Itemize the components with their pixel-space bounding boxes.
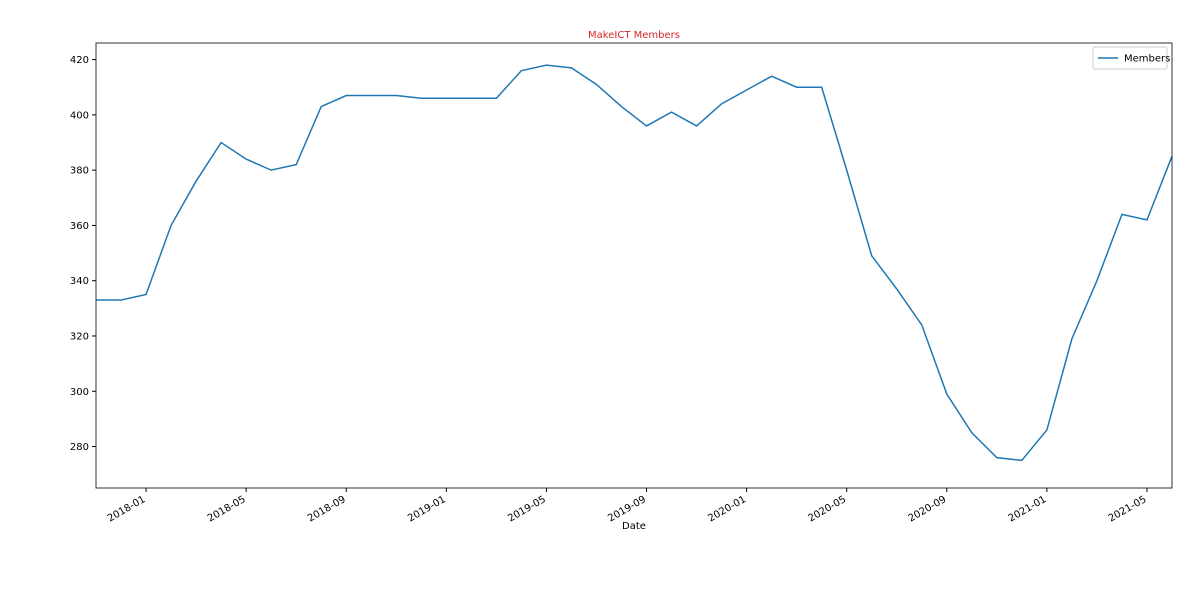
y-tick-label: 300 [70, 387, 89, 398]
x-tick-label: 2020-09 [907, 494, 949, 524]
data-line [96, 64, 1173, 462]
legend-box [1092, 46, 1168, 70]
y-tick-label: 400 [70, 110, 89, 121]
x-tick-label: 2019-05 [506, 494, 548, 524]
x-axis-label: Date [622, 521, 646, 532]
x-tick-label: 2018-05 [206, 494, 248, 524]
y-tick-label: 380 [70, 166, 89, 177]
y-tick-label: 280 [70, 442, 89, 453]
x-tick-label: 2019-01 [406, 494, 448, 524]
y-tick-label: 320 [70, 331, 89, 342]
x-tick-label: 2021-01 [1007, 494, 1049, 524]
x-tick-label: 2020-05 [807, 494, 849, 524]
x-tick-label: 2020-01 [706, 494, 748, 524]
chart-title: MakeICT Members [588, 30, 680, 41]
legend-label: Members [1124, 54, 1170, 65]
x-tick-label: 2019-09 [606, 494, 648, 524]
y-tick-label: 340 [70, 276, 89, 287]
x-tick-label: 2018-09 [306, 494, 348, 524]
y-tick-label: 360 [70, 221, 89, 232]
x-tick-label: 2021-05 [1107, 494, 1149, 524]
y-tick-label: 420 [70, 55, 89, 66]
plot-frame [95, 42, 1173, 489]
x-tick-label: 2018-01 [106, 494, 148, 524]
